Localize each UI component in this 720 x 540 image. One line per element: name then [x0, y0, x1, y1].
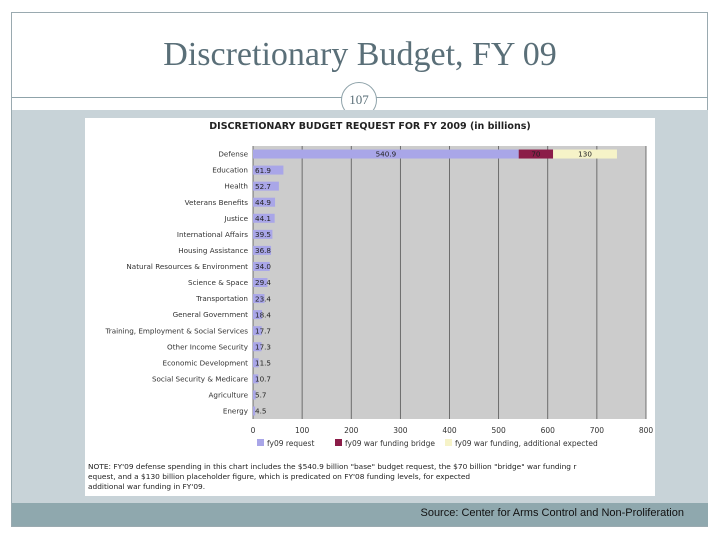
slide-title: Discretionary Budget, FY 09 [163, 36, 557, 73]
data-label: 39.5 [255, 230, 271, 239]
x-tick-label: 600 [541, 426, 556, 435]
category-label: Science & Space [188, 278, 249, 287]
category-label: Education [212, 166, 248, 175]
data-label: 70 [531, 150, 541, 159]
data-label: 130 [578, 150, 592, 159]
source-citation: Source: Center for Arms Control and Non-… [420, 507, 684, 519]
request-bar [253, 245, 272, 255]
request-bar [253, 181, 279, 191]
request-bar [253, 326, 262, 336]
legend-label: fy09 request [267, 439, 314, 448]
x-tick-label: 200 [344, 426, 359, 435]
request-bar [253, 406, 256, 416]
budget-chart: DISCRETIONARY BUDGET REQUEST FOR FY 2009… [88, 121, 654, 491]
category-label: Other Income Security [167, 342, 249, 351]
data-label: 44.9 [255, 198, 271, 207]
category-label: International Affairs [177, 230, 248, 239]
chart-note-line: NOTE: FY'09 defense spending in this cha… [88, 462, 577, 471]
x-tick-label: 100 [295, 426, 310, 435]
data-label: 17.3 [255, 342, 271, 351]
x-tick-label: 500 [491, 426, 506, 435]
request-bar [253, 278, 268, 287]
request-bar [253, 342, 262, 352]
data-label: 29.4 [255, 278, 271, 287]
x-tick-label: 800 [639, 426, 654, 435]
request-bar [253, 149, 519, 159]
request-bar [253, 358, 259, 368]
data-label: 17.7 [255, 326, 271, 335]
request-bar [253, 310, 263, 320]
category-label: Transportation [195, 294, 248, 303]
x-tick-label: 700 [590, 426, 605, 435]
legend-swatch [335, 439, 342, 446]
category-label: Social Security & Medicare [152, 374, 249, 383]
category-label: Economic Development [163, 358, 249, 367]
legend-swatch [445, 439, 452, 446]
legend-swatch [257, 439, 264, 446]
legend-label: fy09 war funding, additional expected [455, 439, 598, 448]
request-bar [253, 197, 276, 207]
category-label: Veterans Benefits [185, 198, 249, 207]
x-tick-label: 400 [442, 426, 457, 435]
x-tick-label: 0 [251, 426, 256, 435]
request-bar [253, 165, 284, 175]
category-label: Training, Employment & Social Services [104, 326, 248, 335]
data-label: 540.9 [376, 150, 397, 159]
data-label: 4.5 [255, 407, 266, 416]
footer-bar: Source: Center for Arms Control and Non-… [12, 503, 708, 526]
chart-note-line: additional war funding in FY'09. [88, 482, 205, 491]
category-label: Defense [218, 150, 248, 159]
data-label: 44.1 [255, 214, 271, 223]
category-label: General Government [173, 310, 249, 319]
legend-label: fy09 war funding bridge [345, 439, 435, 448]
data-label: 34.0 [255, 262, 271, 271]
category-label: Natural Resources & Environment [126, 262, 248, 271]
x-tick-label: 300 [393, 426, 408, 435]
data-label: 18.4 [255, 310, 271, 319]
category-label: Justice [223, 214, 248, 223]
request-bar [253, 390, 256, 400]
chart-title: DISCRETIONARY BUDGET REQUEST FOR FY 2009… [209, 121, 530, 132]
category-label: Housing Assistance [178, 246, 248, 255]
data-label: 11.5 [255, 358, 271, 367]
category-label: Health [224, 182, 248, 191]
category-label: Energy [223, 407, 249, 416]
request-bar [253, 294, 265, 304]
category-label: Agriculture [208, 391, 248, 400]
data-label: 5.7 [255, 391, 266, 400]
request-bar [253, 229, 273, 239]
data-label: 52.7 [255, 182, 271, 191]
data-label: 23.4 [255, 294, 271, 303]
chart-image: DISCRETIONARY BUDGET REQUEST FOR FY 2009… [85, 118, 655, 496]
request-bar [253, 213, 275, 223]
chart-note-line: equest, and a $130 billion placeholder f… [88, 472, 470, 481]
data-label: 10.7 [255, 375, 271, 384]
request-bar [253, 374, 259, 384]
data-label: 36.8 [255, 246, 271, 255]
request-bar [253, 261, 270, 271]
data-label: 61.9 [255, 166, 271, 175]
bridge-bar [518, 149, 554, 159]
additional-bar [553, 149, 617, 159]
